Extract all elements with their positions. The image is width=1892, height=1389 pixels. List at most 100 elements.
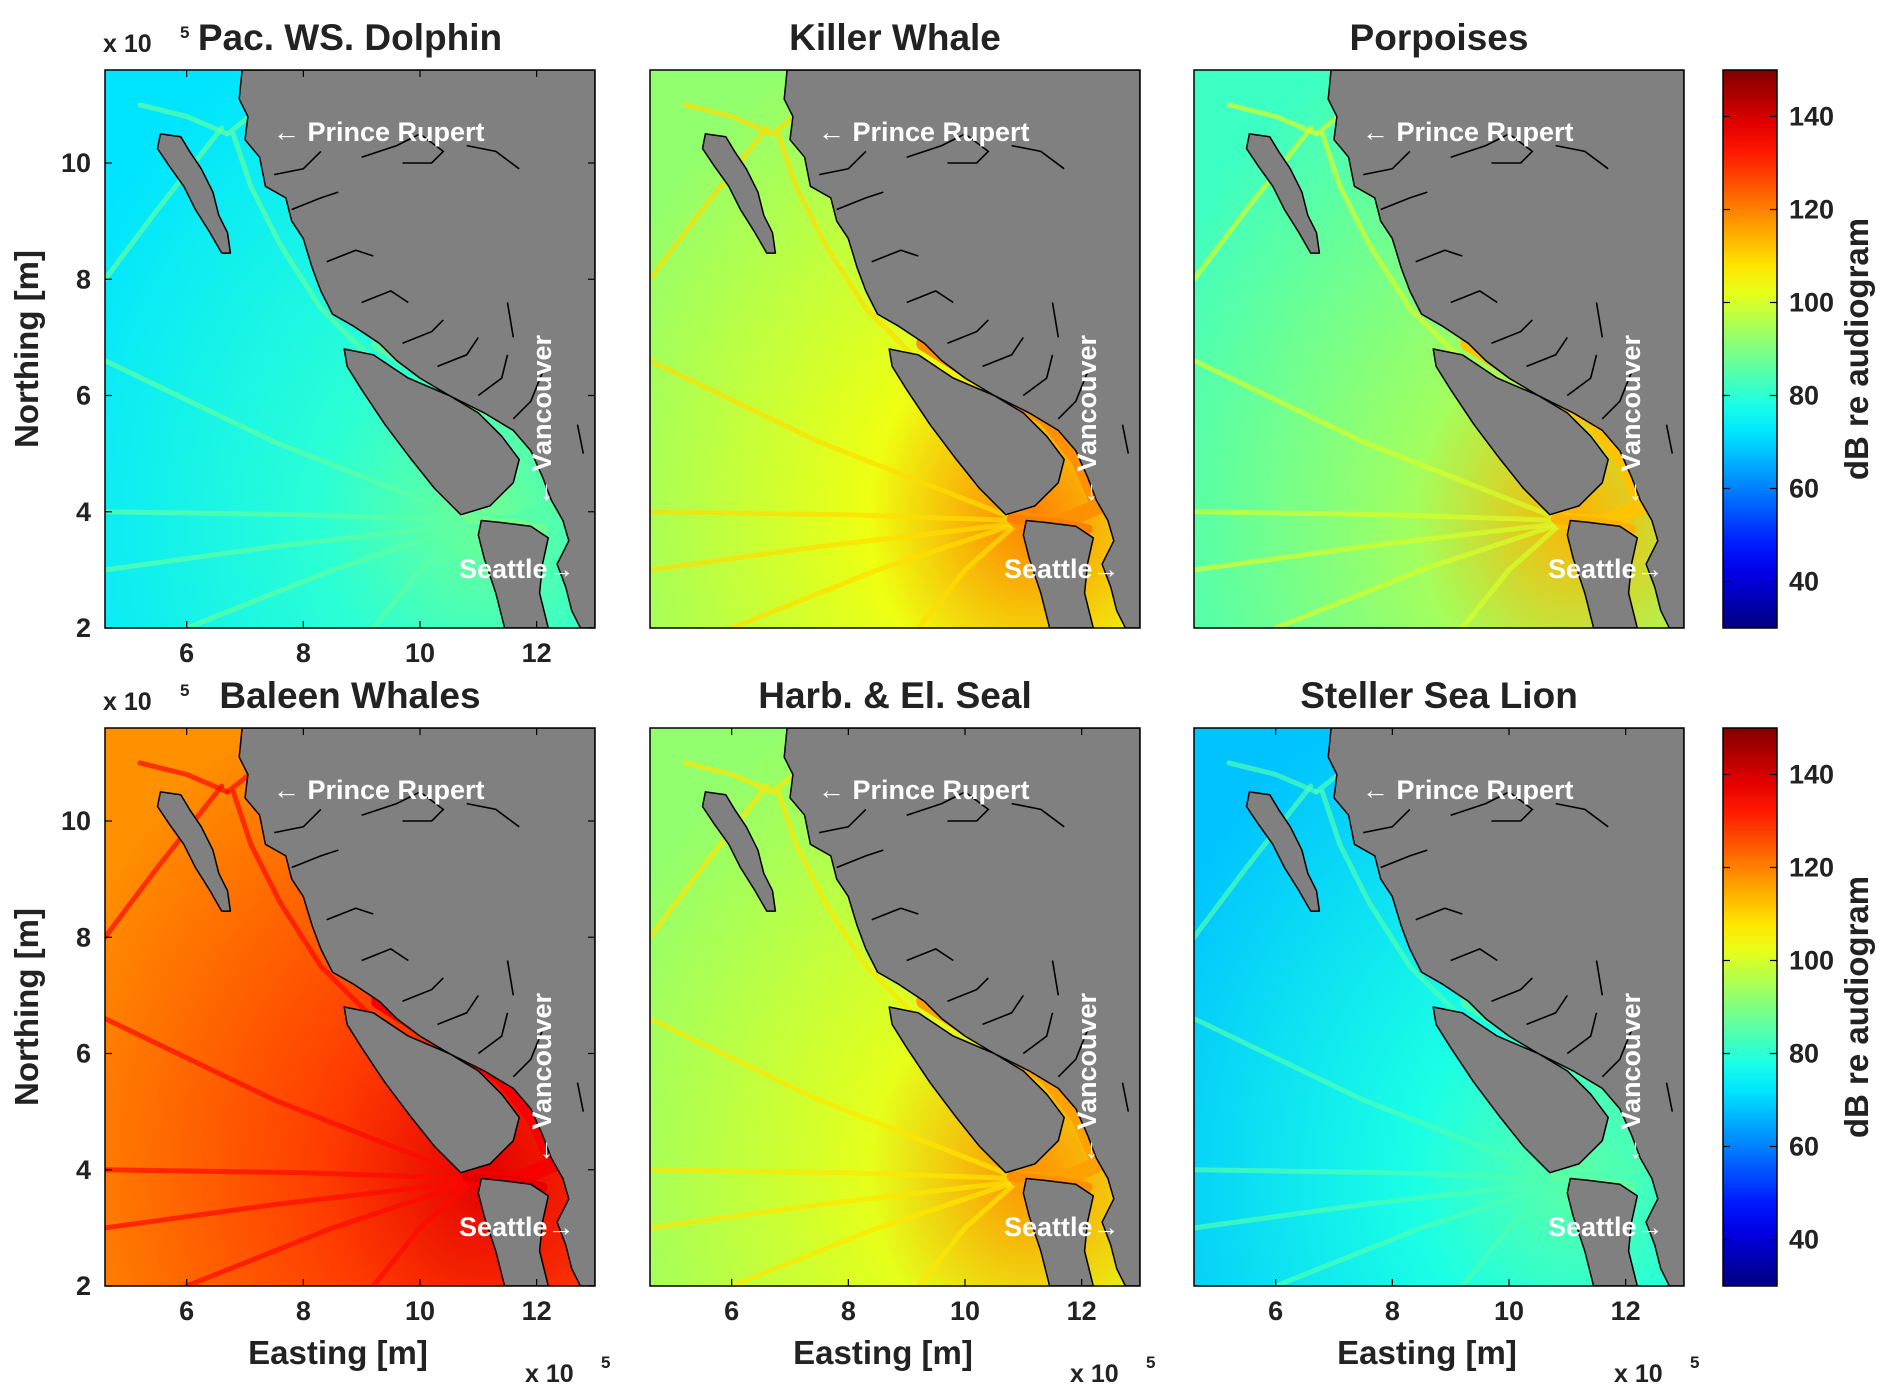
- shipping-lane: [650, 520, 1020, 573]
- coastline-inlet: [466, 802, 520, 828]
- colorbar-tick-label: 140: [1789, 102, 1834, 132]
- panels-group: 2 4 6 8 10 6 8 10 12 Pac. WS. Dolphin Northing [m]…: [8, 17, 1699, 1388]
- map-area: [105, 728, 595, 1286]
- y-multiplier: x 10: [103, 30, 152, 58]
- x-tick-label: 12: [1611, 1296, 1641, 1326]
- coastline-inlet: [512, 372, 544, 420]
- coastline-inlet: [906, 290, 954, 304]
- y-multiplier-exponent: 5: [180, 23, 189, 42]
- coastline-inlet: [477, 1012, 509, 1055]
- shipping-lane: [650, 358, 1015, 521]
- colorbar-tick-label: 100: [1789, 946, 1834, 976]
- label-seattle: Seattle→: [1548, 554, 1664, 584]
- shipping-lane: [1459, 1178, 1564, 1286]
- panel-title: Baleen Whales: [219, 675, 480, 716]
- panel-title: Killer Whale: [789, 17, 1001, 58]
- panel-6: 6 8 10 12 Steller Sea Lion Easting [m] x 10 5 ← …: [1193, 675, 1699, 1388]
- x-axis-label: Easting [m]: [1337, 1334, 1517, 1371]
- haida-gwaii: [1245, 791, 1321, 912]
- vancouver-island: [1432, 1006, 1609, 1174]
- shipping-lane: [650, 125, 770, 282]
- y-multiplier-exponent: 5: [180, 681, 189, 700]
- coastline-inlet: [1555, 802, 1609, 828]
- y-multiplier: x 10: [103, 688, 152, 716]
- panel-title: Porpoises: [1350, 17, 1529, 58]
- x-multiplier-exponent: 5: [1690, 1353, 1699, 1372]
- label-vancouver: ← Vancouver: [527, 335, 557, 507]
- shipping-lane: [184, 520, 475, 628]
- shipping-lane: [1459, 520, 1564, 628]
- label-prince-rupert: ← Prince Rupert: [273, 117, 485, 147]
- shipping-lane: [370, 1178, 475, 1286]
- shipping-lane: [137, 760, 230, 795]
- x-tick-label: 10: [950, 1296, 980, 1326]
- coastline-inlet: [1491, 319, 1533, 344]
- colorbar-tick-label: 40: [1789, 567, 1819, 597]
- coastline-inlet: [1011, 144, 1065, 170]
- shipping-lane: [1194, 358, 1559, 521]
- coastline-inlet: [291, 191, 339, 211]
- coastline-inlet: [1380, 191, 1428, 211]
- coastline-inlet: [836, 191, 884, 211]
- shipping-lane: [105, 1178, 475, 1231]
- shipping-lane: [1226, 102, 1319, 137]
- vancouver-island: [1432, 348, 1609, 516]
- shipping-lane: [650, 783, 770, 940]
- label-vancouver: ← Vancouver: [1616, 335, 1646, 507]
- coastline-inlet: [836, 849, 884, 869]
- coastline-inlet: [1415, 249, 1463, 263]
- coastline-inlet: [437, 994, 479, 1026]
- coastline-inlet: [1051, 302, 1060, 338]
- coastline-inlet: [1566, 1012, 1598, 1055]
- x-multiplier: x 10: [525, 1360, 574, 1388]
- x-multiplier: x 10: [1614, 1360, 1663, 1388]
- coastline-inlet: [1022, 1012, 1054, 1055]
- shipping-lane: [729, 520, 1020, 628]
- y-tick-label: 4: [76, 497, 91, 527]
- x-tick-label: 12: [522, 1296, 552, 1326]
- coastline-inlet: [1011, 802, 1065, 828]
- coastline-inlet: [326, 907, 374, 921]
- y-tick-label: 10: [61, 148, 91, 178]
- x-tick-label: 6: [1268, 1296, 1283, 1326]
- shipping-lane: [1226, 760, 1319, 795]
- shipping-lane: [1194, 1167, 1564, 1181]
- colorbar-tick-label: 140: [1789, 760, 1834, 790]
- colorbar-bar: [1722, 727, 1778, 1287]
- shipping-lane: [105, 783, 225, 940]
- mainland: [1327, 728, 1684, 1286]
- x-multiplier-exponent: 5: [601, 1353, 610, 1372]
- us-coast: [1566, 1177, 1639, 1286]
- y-tick-label: 4: [76, 1155, 91, 1185]
- shipping-lane: [105, 509, 475, 523]
- x-tick-label: 12: [1067, 1296, 1097, 1326]
- coastline-inlet: [1450, 132, 1534, 164]
- haida-gwaii: [156, 791, 232, 912]
- haida-gwaii: [1245, 133, 1321, 254]
- coastline-inlet: [274, 150, 322, 176]
- coastline-inlet: [274, 808, 322, 834]
- shipping-lane: [682, 102, 775, 137]
- coastline-inlet: [1380, 849, 1428, 869]
- coastline-inlet: [871, 249, 919, 263]
- coastline-inlet: [982, 994, 1024, 1026]
- shipping-lane: [1273, 1178, 1564, 1286]
- coastline-inlet: [477, 354, 509, 397]
- x-tick-label: 8: [1385, 1296, 1400, 1326]
- coastline-inlet: [1595, 960, 1604, 996]
- coastline-inlet: [1415, 907, 1463, 921]
- x-multiplier-exponent: 5: [1146, 1353, 1155, 1372]
- shipping-lane: [650, 509, 1020, 523]
- shipping-lane: [650, 1016, 1015, 1179]
- map-area: [650, 728, 1140, 1286]
- shipping-lane: [105, 520, 475, 573]
- coastline-inlet: [576, 1082, 585, 1112]
- mainland: [238, 728, 595, 1286]
- shipping-lane: [1194, 125, 1314, 282]
- shipping-lane: [105, 1016, 470, 1179]
- label-seattle: Seattle→: [459, 554, 575, 584]
- shipping-lane: [105, 125, 225, 282]
- y-tick-label: 8: [76, 264, 91, 294]
- shipping-lane: [1194, 509, 1564, 523]
